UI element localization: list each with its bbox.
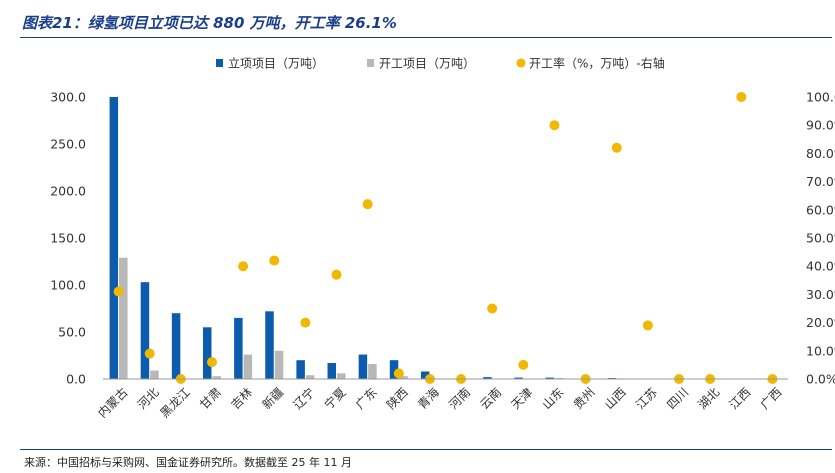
scatter-point-rate	[736, 92, 747, 102]
bar-started	[368, 363, 377, 379]
legend-swatch-approved	[216, 59, 223, 67]
bar-approved	[327, 363, 337, 379]
right-tick-label: 50.0%	[806, 231, 835, 246]
bar-approved	[140, 282, 150, 379]
bar-approved	[420, 371, 430, 379]
scatter-point-rate	[206, 357, 217, 368]
category-label: 吉林	[228, 385, 255, 412]
bar-approved	[389, 360, 399, 379]
scatter-marks	[113, 92, 778, 384]
category-label: 宁夏	[321, 384, 349, 412]
bar-approved	[483, 377, 492, 379]
scatter-point-rate	[642, 320, 653, 331]
left-axis: 0.0 50.0 100.0 150.0 200.0 250.0 300.0	[50, 90, 86, 387]
scatter-point-rate	[331, 269, 342, 280]
bar-approved	[202, 327, 212, 379]
category-label: 辽宁	[290, 384, 318, 412]
scatter-point-rate	[269, 255, 280, 266]
bar-started	[305, 375, 315, 379]
category-label: 天津	[509, 385, 536, 412]
bar-approved	[296, 360, 305, 379]
right-tick-label: 80.0%	[806, 146, 835, 161]
left-tick-label: 0.0	[66, 372, 86, 387]
right-tick-label: 70.0%	[806, 174, 835, 189]
category-label: 甘肃	[197, 385, 224, 412]
legend-swatch-rate	[516, 58, 526, 68]
bar-started	[337, 373, 346, 379]
figure-title: 图表21：绿氢项目立项已达 880 万吨，开工率 26.1%	[22, 14, 397, 32]
scatter-point-rate	[518, 359, 529, 370]
right-tick-label: 40.0%	[806, 259, 835, 274]
legend-label: 立项项目（万吨）	[228, 56, 324, 71]
bar-started	[274, 350, 284, 379]
category-label: 黑龙江	[158, 385, 193, 420]
right-tick-label: 90.0%	[806, 118, 835, 133]
scatter-point-rate	[144, 348, 155, 359]
category-label: 江苏	[633, 385, 660, 412]
left-tick-label: 100.0	[50, 278, 86, 293]
bar-approved	[545, 377, 554, 379]
category-label: 贵州	[571, 385, 598, 412]
category-label: 山东	[540, 385, 567, 412]
bar-approved	[109, 97, 119, 379]
scatter-point-rate	[113, 286, 124, 297]
category-label: 内蒙古	[95, 384, 131, 420]
legend-label: 开工率（%，万吨）-右轴	[529, 56, 665, 71]
scatter-point-rate	[487, 303, 498, 314]
left-tick-label: 250.0	[50, 137, 86, 152]
right-tick-label: 10.0%	[806, 343, 835, 358]
bar-approved	[234, 317, 243, 379]
bar-started	[399, 376, 408, 379]
source-rule	[20, 449, 832, 450]
right-tick-label: 20.0%	[806, 315, 835, 330]
right-tick-label: 30.0%	[806, 287, 835, 302]
scatter-point-rate	[362, 199, 373, 210]
category-label: 四川	[664, 385, 691, 412]
category-label: 云南	[477, 384, 505, 412]
right-tick-label: 0.0%	[806, 372, 835, 387]
source-note: 来源：中国招标与采购网、国金证券研究所。数据截至 25 年 11 月	[24, 456, 352, 469]
left-tick-label: 300.0	[50, 90, 86, 105]
right-tick-label: 100.0%	[806, 90, 835, 105]
category-label: 江西	[726, 385, 753, 412]
category-label: 河南	[446, 384, 474, 412]
legend: 立项项目（万吨） 开工项目（万吨） 开工率（%，万吨）-右轴	[216, 56, 665, 71]
category-label: 河北	[135, 385, 162, 412]
category-label: 青海	[414, 384, 442, 412]
chart-area: 立项项目（万吨） 开工项目（万吨） 开工率（%，万吨）-右轴 0.0 50.0 100.…	[50, 56, 835, 421]
scatter-point-rate	[549, 120, 560, 131]
bar-approved	[171, 313, 181, 379]
left-tick-label: 150.0	[50, 231, 86, 246]
bar-approved	[265, 311, 274, 379]
bar-started	[150, 370, 159, 379]
category-label: 广东	[353, 385, 380, 412]
category-label: 山西	[602, 385, 629, 412]
legend-swatch-started	[367, 59, 374, 67]
title-rule	[20, 37, 832, 38]
right-axis: 0.0% 10.0% 20.0% 30.0% 40.0% 50.0% 60.0% 70.0% 8…	[806, 90, 835, 387]
scatter-point-rate	[238, 261, 249, 272]
legend-label: 开工项目（万吨）	[379, 57, 475, 71]
scatter-point-rate	[611, 142, 622, 153]
scatter-point-rate	[393, 368, 404, 379]
category-label: 湖北	[695, 384, 723, 412]
bar-approved	[358, 354, 368, 379]
left-tick-label: 200.0	[50, 184, 86, 199]
bar-approved	[514, 377, 523, 379]
bar-started	[212, 376, 221, 379]
bar-started	[119, 257, 128, 379]
category-label: 新疆	[259, 384, 287, 412]
category-label: 广西	[758, 385, 785, 412]
scatter-point-rate	[300, 317, 311, 328]
left-tick-label: 50.0	[58, 325, 86, 340]
bar-marks	[109, 97, 772, 380]
category-label: 陕西	[383, 384, 411, 412]
bar-started	[243, 354, 253, 379]
right-tick-label: 60.0%	[806, 202, 835, 217]
